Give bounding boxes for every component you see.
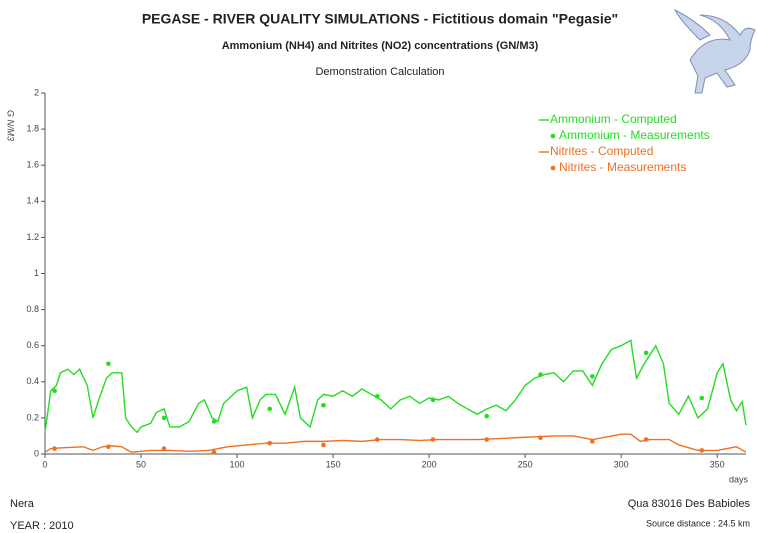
chart-title: PEGASE - RIVER QUALITY SIMULATIONS - Fic… — [142, 11, 618, 27]
footer-text: Source distance : 24.5 km — [646, 518, 750, 528]
measurement-point — [699, 395, 705, 401]
measurement-point — [321, 402, 326, 408]
measurement-point — [430, 397, 436, 403]
measurement-point — [106, 361, 111, 367]
footer-text: Nera — [10, 498, 35, 510]
measurement-point — [52, 388, 57, 394]
y-tick-label: 0 — [34, 448, 39, 458]
measurement-point — [161, 446, 167, 451]
measurement-point — [643, 437, 649, 442]
y-axis-label: G N/M3 — [6, 110, 16, 141]
series-line — [44, 433, 747, 453]
measurement-point — [374, 437, 380, 442]
legend-label: Ammonium - Measurements — [559, 128, 710, 142]
measurement-point — [484, 437, 490, 442]
y-tick-label: 0.8 — [26, 304, 39, 314]
y-tick-label: 0.2 — [26, 412, 39, 422]
measurement-point — [699, 448, 705, 453]
y-tick-label: 0.4 — [26, 376, 39, 386]
logo — [673, 8, 756, 94]
legend-label: Nitrites - Measurements — [559, 160, 686, 174]
measurement-point — [267, 440, 273, 446]
legend-symbol — [550, 133, 556, 139]
measurement-point — [538, 435, 543, 441]
y-tick-label: 1.6 — [26, 160, 39, 170]
x-tick-label: 350 — [710, 459, 725, 469]
measurement-point — [538, 372, 543, 377]
y-tick-label: 1.4 — [26, 196, 39, 206]
measurement-point — [374, 393, 380, 399]
y-tick-label: 2 — [34, 87, 39, 97]
measurement-point — [267, 406, 273, 412]
legend-label: Nitrites - Computed — [550, 144, 653, 158]
measurement-point — [211, 449, 217, 455]
x-axis-label: days — [729, 474, 749, 484]
legend-label: Ammonium - Computed — [550, 112, 677, 126]
x-tick-label: 150 — [326, 459, 341, 469]
measurement-point — [430, 437, 436, 442]
footer-text: Qua 83016 Des Babioles — [628, 498, 751, 510]
legend-symbol — [550, 165, 556, 171]
y-tick-label: 0.6 — [26, 340, 39, 350]
y-tick-label: 1.2 — [26, 232, 39, 242]
measurement-point — [161, 415, 167, 421]
x-tick-label: 200 — [422, 459, 437, 469]
x-tick-label: 100 — [230, 459, 245, 469]
measurement-point — [484, 413, 490, 419]
measurement-point — [211, 419, 217, 424]
x-tick-label: 0 — [42, 459, 47, 469]
measurement-point — [52, 446, 57, 451]
measurement-point — [643, 350, 649, 356]
y-tick-label: 1 — [34, 268, 39, 278]
x-tick-label: 50 — [136, 459, 146, 469]
x-tick-label: 250 — [518, 459, 533, 469]
measurement-point — [321, 442, 326, 448]
footer-text: YEAR : 2010 — [10, 520, 74, 532]
measurement-point — [106, 444, 111, 450]
series-line — [44, 339, 747, 434]
measurement-point — [590, 374, 595, 379]
chart-subtitle: Ammonium (NH4) and Nitrites (NO2) concen… — [222, 40, 539, 52]
chart-subtitle: Demonstration Calculation — [315, 66, 444, 78]
measurement-point — [590, 439, 595, 444]
x-tick-label: 300 — [614, 459, 629, 469]
y-tick-label: 1.8 — [26, 123, 39, 133]
